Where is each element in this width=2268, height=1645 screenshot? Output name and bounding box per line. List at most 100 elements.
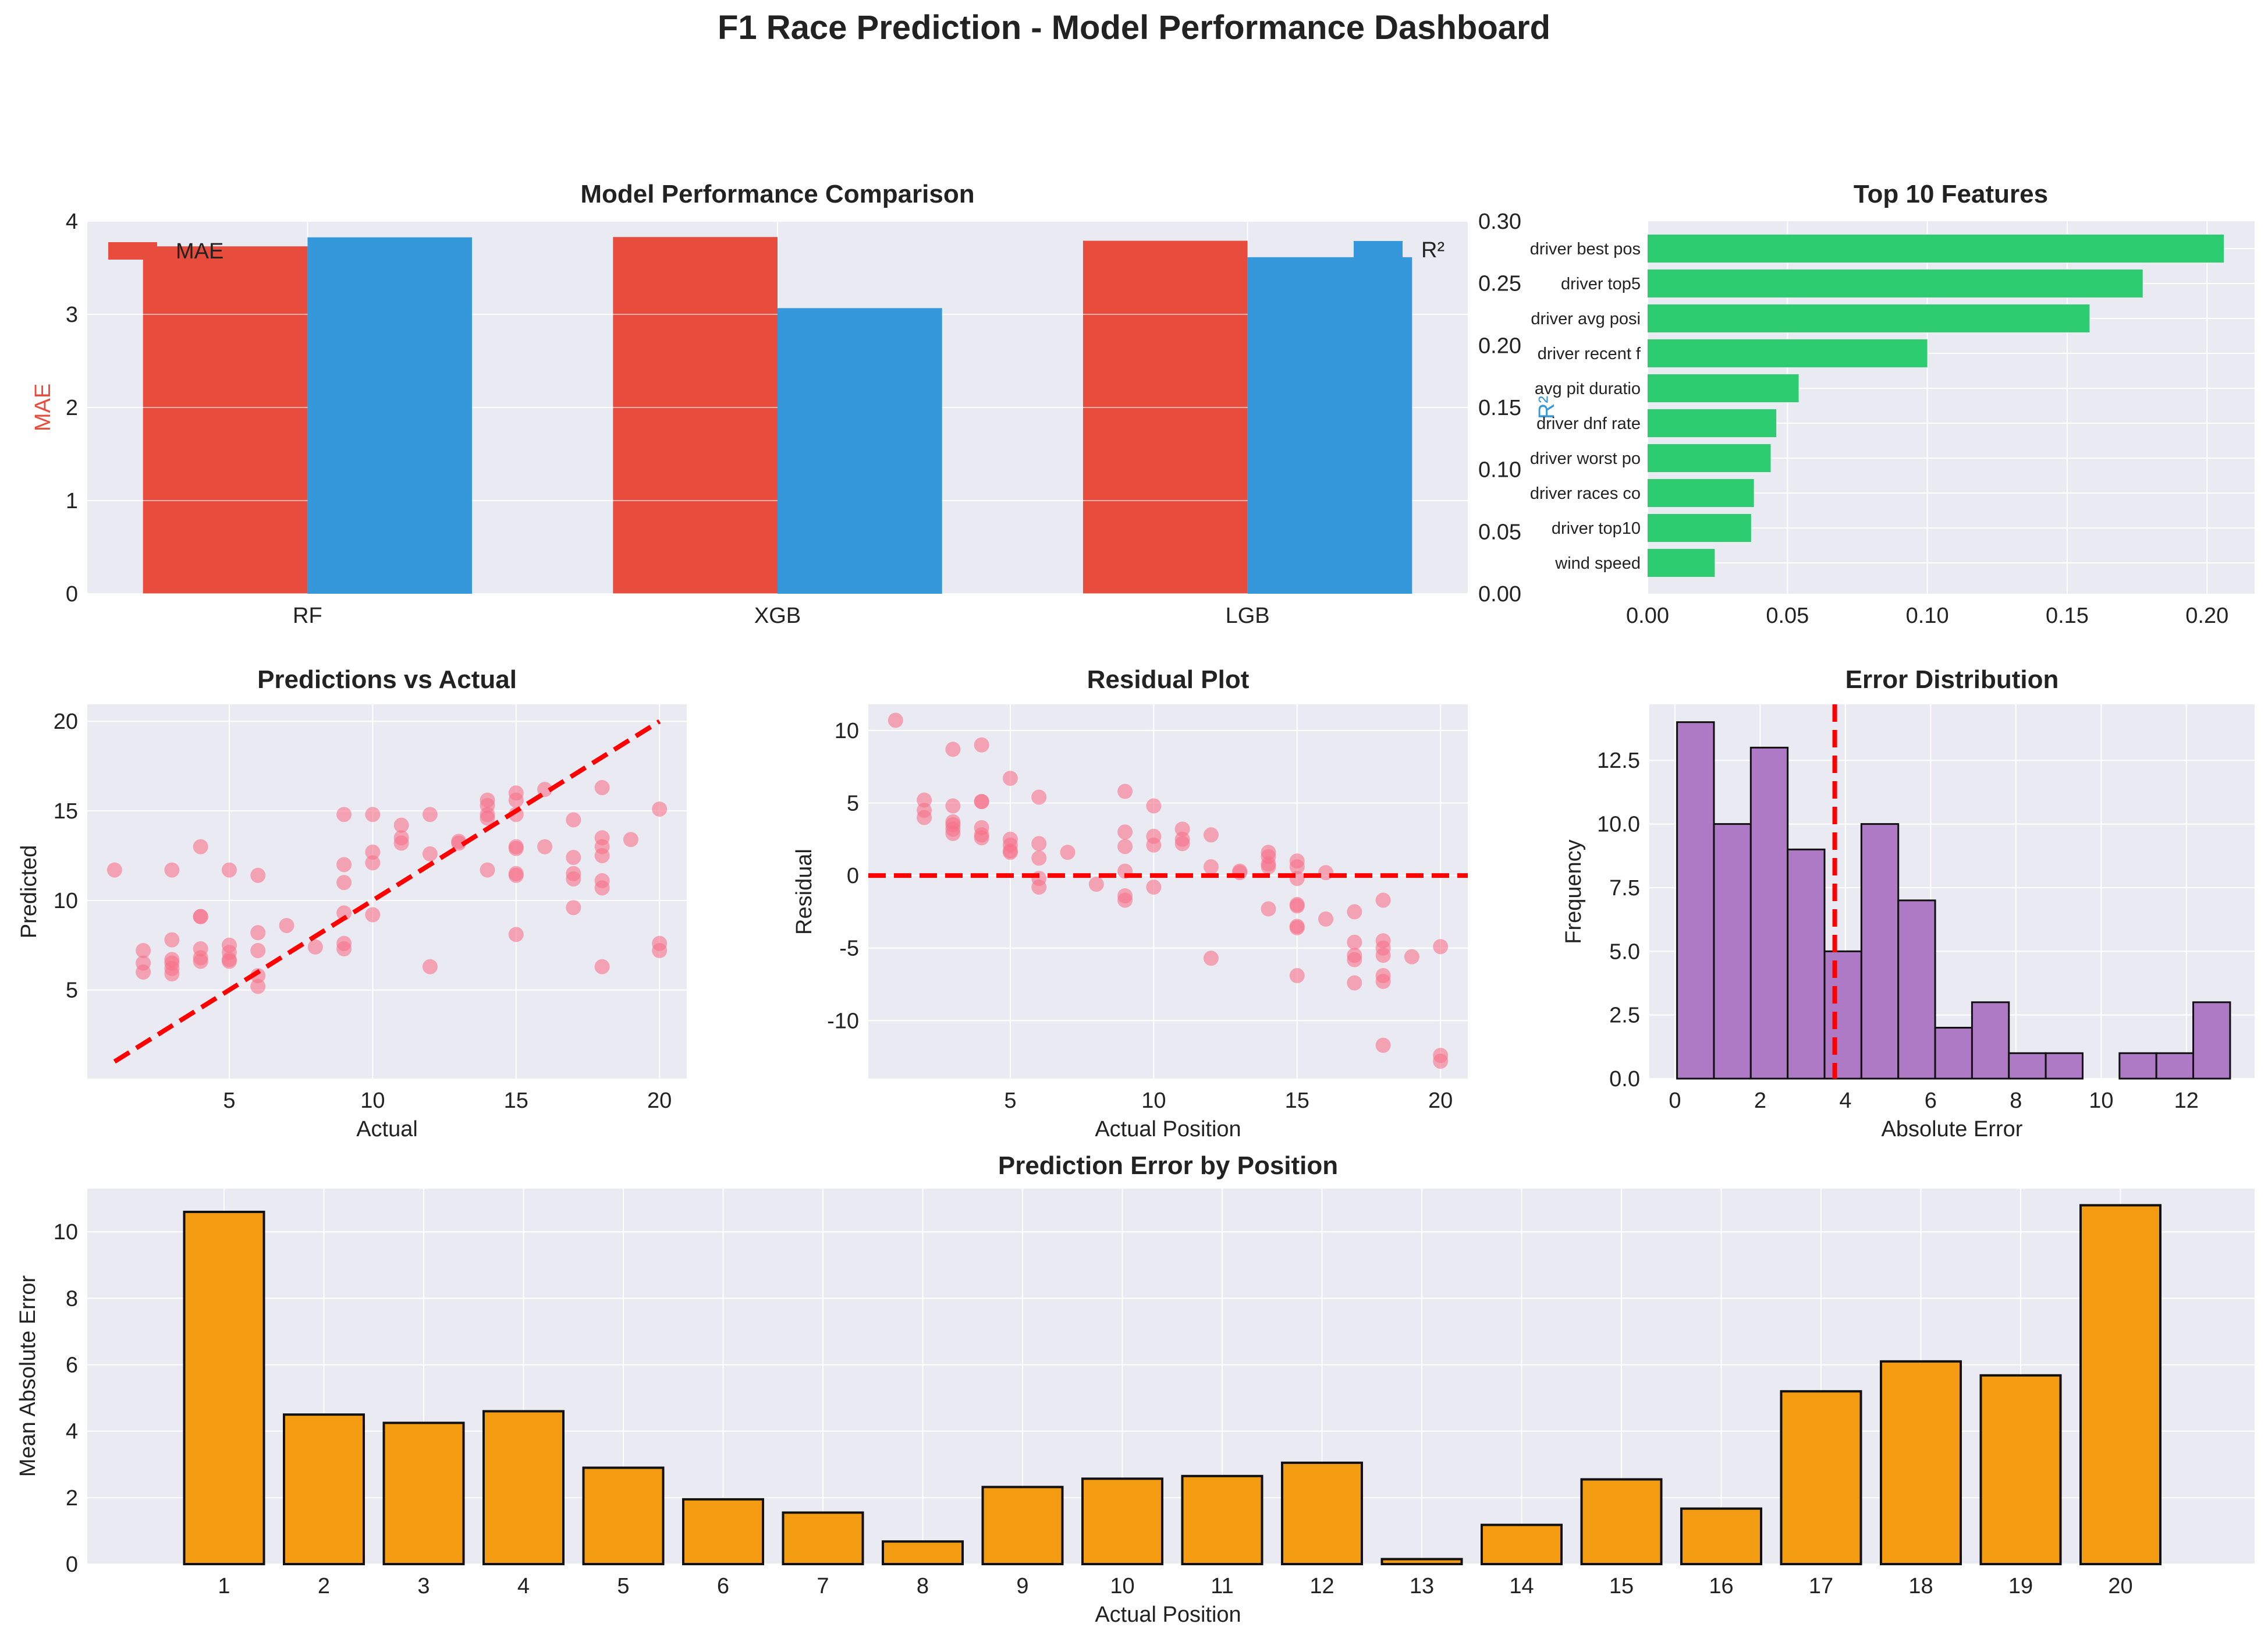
scatter-point (652, 943, 668, 959)
scatter-point (164, 862, 180, 878)
position-bar (1580, 1478, 1663, 1566)
scatter-point (1031, 836, 1047, 852)
position-bar (1081, 1477, 1163, 1566)
feature-label: driver dnf rate (1536, 414, 1641, 433)
feature-bar (1648, 444, 1771, 472)
tick-label-x: 20 (2108, 1574, 2132, 1598)
legend-mae-label: MAE (176, 239, 223, 264)
tick-label-x: 4 (1839, 1089, 1851, 1113)
tick-label-y: -10 (827, 1009, 859, 1033)
scatter-point (480, 810, 495, 826)
scatter-point (1375, 974, 1391, 990)
tick-label-y: 10 (54, 1220, 78, 1245)
tick-label-x: 15 (1285, 1089, 1309, 1113)
legend-r2-swatch (1354, 241, 1403, 258)
tick-label-x: 8 (2010, 1089, 2022, 1113)
tick-label-y-right: 0.20 (1478, 334, 1521, 358)
scatter-point (422, 959, 438, 974)
feature-label: driver worst po (1530, 449, 1641, 468)
tick-label-x: 4 (517, 1574, 530, 1598)
histogram-bar (1971, 1001, 2010, 1080)
tick-label-y: 4 (66, 1420, 78, 1444)
scatter-point (1002, 771, 1018, 786)
tick-label-x: 5 (1004, 1089, 1016, 1113)
scatter-point (1117, 783, 1133, 799)
tick-label-y: 5 (66, 979, 78, 1003)
feature-bar (1648, 374, 1799, 402)
tick-label-x: 19 (2008, 1574, 2033, 1598)
histogram-bar (2008, 1052, 2047, 1080)
scatter-point (1031, 789, 1047, 805)
feature-bar (1648, 270, 2143, 297)
tick-label-x: 10 (360, 1089, 385, 1113)
tick-label-y-right: 0.05 (1478, 520, 1521, 544)
bar-r2 (1247, 257, 1412, 594)
scatter-point (1289, 968, 1305, 984)
tick-label-x: 20 (1428, 1089, 1453, 1113)
ylabel-pred-vs-actual: Predicted (17, 845, 41, 939)
scatter-point (193, 909, 208, 924)
position-bar (2079, 1204, 2161, 1565)
position-bar (283, 1413, 365, 1565)
tick-label-x: 10 (2089, 1089, 2113, 1113)
scatter-point (623, 832, 638, 848)
scatter-point (250, 867, 266, 883)
tick-label-x: 18 (1908, 1574, 1933, 1598)
feature-label: driver top5 (1561, 275, 1641, 293)
title-error-by-position: Prediction Error by Position (998, 1151, 1338, 1180)
feature-label: avg pit duratio (1535, 380, 1641, 398)
scatter-point (1117, 892, 1133, 908)
scatter-point (1146, 837, 1162, 853)
tick-label-x: 0.20 (2185, 604, 2228, 628)
legend-r2-label: R² (1421, 238, 1444, 263)
group-top-features: 0.00 0.05 0.10 0.15 0.20 driver best pos drive… (1530, 221, 2255, 628)
scatter-point (1289, 871, 1305, 887)
bar-mae (143, 246, 308, 594)
scatter-point (1117, 839, 1133, 855)
scatter-point (193, 839, 208, 855)
position-bar (582, 1466, 665, 1565)
scatter-point (594, 959, 610, 974)
tick-label-x: 0.00 (1626, 604, 1669, 628)
position-bar (382, 1421, 465, 1566)
xlabel-residual: Actual Position (1095, 1117, 1241, 1141)
tick-label-y: 10 (54, 889, 78, 913)
tick-label-x: 0 (1669, 1089, 1681, 1113)
scatter-point (1088, 877, 1104, 892)
scatter-point (1261, 859, 1276, 875)
scatter-point (1289, 920, 1305, 935)
tick-label-y: 10.0 (1597, 813, 1640, 837)
tick-label-x: 16 (1709, 1574, 1733, 1598)
tick-label-y: 2.5 (1609, 1004, 1640, 1028)
tick-label-x: LGB (1226, 604, 1270, 628)
scatter-point (164, 932, 180, 948)
scatter-point (1261, 901, 1276, 917)
position-bar (482, 1410, 565, 1565)
title-residual: Residual Plot (1087, 665, 1250, 694)
scatter-point (336, 905, 352, 921)
histogram-bar (1934, 1027, 1973, 1080)
position-bar (1281, 1461, 1363, 1565)
xlabel-error-by-position: Actual Position (1095, 1603, 1241, 1627)
feature-label: driver best pos (1530, 240, 1641, 258)
scatter-point (365, 855, 381, 871)
group-error-distribution: 0 2 4 6 8 10 12 0.0 2.5 5.0 7.5 10.0 12.5 (1597, 704, 2255, 1113)
tick-label-x: 13 (1410, 1574, 1434, 1598)
scatter-point (1060, 845, 1076, 860)
tick-label-y: 5.0 (1609, 940, 1640, 964)
tick-label-x: 0.05 (1766, 604, 1809, 628)
scatter-point (945, 825, 961, 841)
feature-bar (1648, 409, 1777, 437)
tick-label-x: 12 (1309, 1574, 1334, 1598)
tick-label-y: 3 (66, 303, 78, 327)
scatter-point (1203, 827, 1219, 843)
position-bar (1780, 1390, 1862, 1565)
bar-mae (1082, 240, 1248, 594)
dashboard-title: F1 Race Prediction - Model Performance D… (717, 9, 1551, 47)
scatter-point (480, 862, 495, 878)
scatter-point (250, 925, 266, 941)
tick-label-y: -5 (839, 937, 859, 961)
tick-label-y: 8 (66, 1286, 78, 1311)
scatter-point (974, 737, 989, 753)
scatter-point (945, 742, 961, 757)
